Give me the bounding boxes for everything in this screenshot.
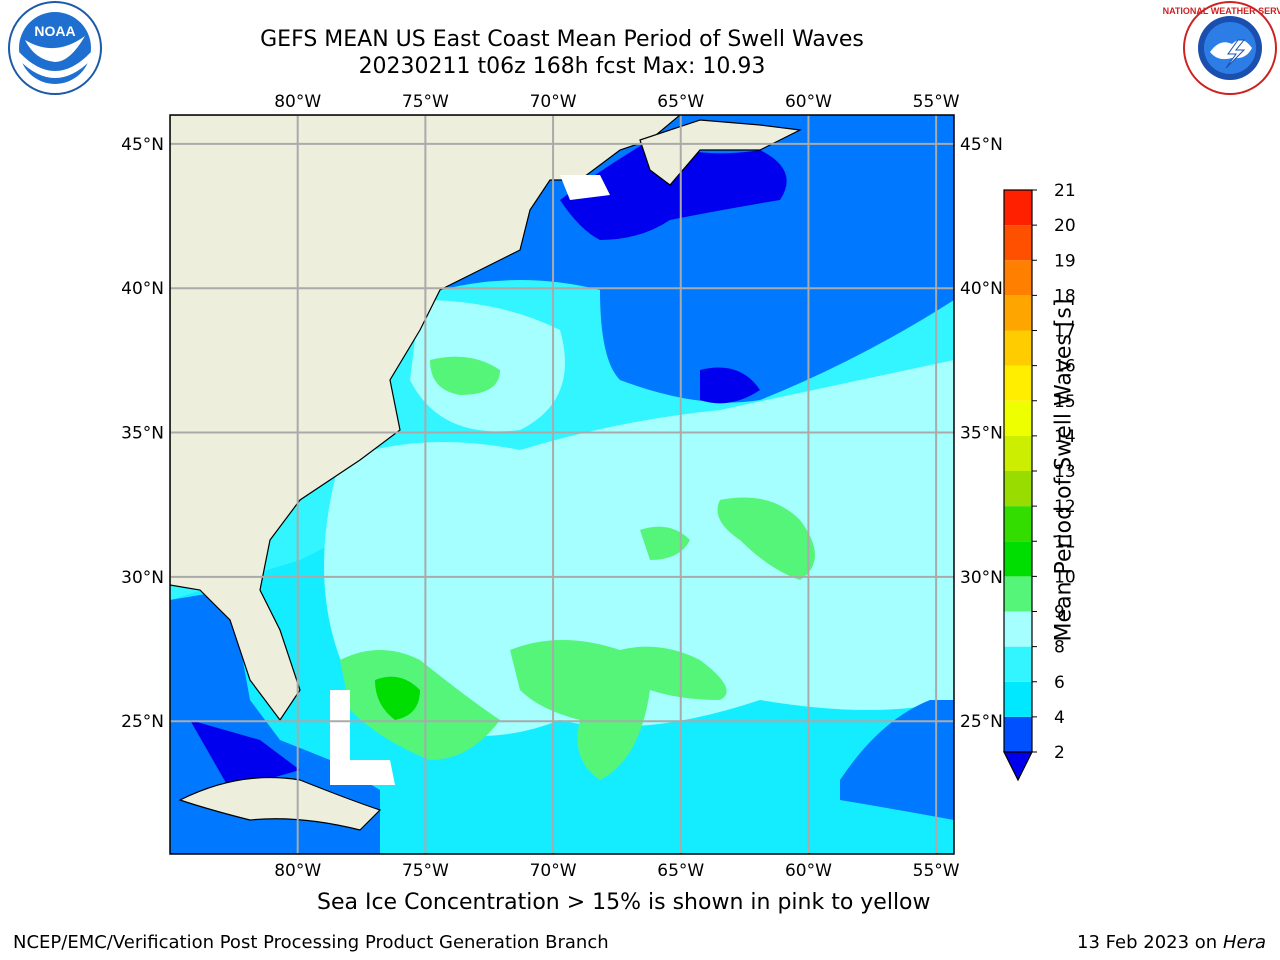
y-tick-label-right: 35°N	[960, 424, 1003, 444]
colorbar-tick-label: 19	[1054, 251, 1076, 271]
colorbar-tick-label: 4	[1054, 708, 1065, 728]
y-tick-label-left: 45°N	[121, 135, 164, 155]
y-tick-label-left: 25°N	[121, 712, 164, 732]
colorbar-label: Mean Period of Swell Waves [s]	[1051, 298, 1077, 642]
chart-subtitle: 20230211 t06z 168h fcst Max: 10.93	[358, 54, 766, 79]
y-tick-label-left: 40°N	[121, 279, 164, 299]
x-tick-label-top: 75°W	[402, 92, 449, 112]
x-tick-label-bottom: 55°W	[913, 861, 960, 881]
x-tick-label-bottom: 65°W	[657, 861, 704, 881]
region-lt2	[560, 140, 787, 240]
colorbar-segment	[1004, 646, 1032, 682]
footer-machine: Hera	[1222, 932, 1266, 953]
colorbar-segment	[1004, 681, 1032, 717]
x-tick-label-bottom: 70°W	[530, 861, 577, 881]
colorbar-segment	[1004, 435, 1032, 471]
x-tick-label-bottom: 75°W	[402, 861, 449, 881]
colorbar-segment	[1004, 716, 1032, 752]
x-tick-label-top: 65°W	[657, 92, 704, 112]
y-tick-label-left: 30°N	[121, 568, 164, 588]
colorbar-tick-label: 20	[1054, 216, 1076, 236]
colorbar-segment	[1004, 225, 1032, 261]
sea-ice-note: Sea Ice Concentration > 15% is shown in …	[317, 890, 931, 915]
x-tick-label-top: 55°W	[913, 92, 960, 112]
colorbar-tick-label: 6	[1054, 673, 1065, 693]
colorbar-tick-label: 12	[1054, 497, 1076, 517]
colorbar-tick-label: 11	[1054, 532, 1076, 552]
colorbar-tick-label: 8	[1054, 638, 1065, 658]
colorbar-segment	[1004, 365, 1032, 401]
y-tick-label-right: 30°N	[960, 568, 1003, 588]
map-frame	[169, 114, 955, 855]
footer-date-text: 13 Feb 2023 on	[1077, 932, 1218, 953]
colorbar: 2 4 6 8 9 10 11 12 13 14 15 16 17 18 19 20 21	[1003, 181, 1076, 782]
x-tick-label-bottom: 60°W	[785, 861, 832, 881]
colorbar-segment	[1004, 260, 1032, 296]
svg-text:NATIONAL WEATHER SERVICE: NATIONAL WEATHER SERVICE	[1163, 6, 1280, 16]
footer-date: 13 Feb 2023 on Hera	[1077, 932, 1266, 953]
y-tick-label-left: 35°N	[121, 424, 164, 444]
region-10-11	[375, 676, 420, 720]
svg-text:NOAA: NOAA	[34, 23, 75, 39]
colorbar-extend-min	[1003, 751, 1033, 782]
x-tick-label-top: 70°W	[530, 92, 577, 112]
grid-lines	[170, 115, 954, 854]
colorbar-segment	[1004, 400, 1032, 436]
colorbar-segment	[1004, 471, 1032, 507]
colorbar-tick-label: 21	[1054, 181, 1076, 201]
footer-credit: NCEP/EMC/Verification Post Processing Pr…	[13, 932, 609, 953]
nws-logo: NATIONAL WEATHER SERVICE	[1163, 1, 1280, 95]
colorbar-tick-label: 10	[1054, 567, 1076, 587]
x-tick-label-top: 60°W	[785, 92, 832, 112]
colorbar-segment	[1004, 295, 1032, 331]
x-tick-label-bottom: 80°W	[274, 861, 321, 881]
axis-ticks: 80°W 80°W 75°W 75°W 70°W 70°W 65°W 65°W 60°W 60°W…	[121, 92, 1003, 881]
y-tick-label-right: 40°N	[960, 279, 1003, 299]
colorbar-tick-label: 13	[1054, 462, 1076, 482]
chart-title: GEFS MEAN US East Coast Mean Period of S…	[260, 27, 864, 52]
colorbar-segment	[1004, 190, 1032, 226]
y-tick-label-right: 25°N	[960, 712, 1003, 732]
colorbar-segment	[1004, 330, 1032, 366]
x-tick-label-top: 80°W	[274, 92, 321, 112]
colorbar-segment	[1004, 611, 1032, 647]
map-plot-area	[170, 115, 954, 854]
noaa-logo: NOAA	[8, 1, 102, 95]
colorbar-tick-label: 18	[1054, 286, 1076, 306]
colorbar-tick-label: 16	[1054, 357, 1076, 377]
colorbar-tick-label: 14	[1054, 427, 1076, 447]
colorbar-segment	[1004, 576, 1032, 612]
region-9-10	[430, 356, 500, 395]
colorbar-segment	[1004, 506, 1032, 542]
y-tick-label-right: 45°N	[960, 135, 1003, 155]
region-8-9	[324, 360, 954, 736]
land-cuba	[178, 776, 382, 831]
colorbar-segment	[1004, 541, 1032, 577]
colorbar-tick-label: 15	[1054, 392, 1076, 412]
colorbar-tick-label: 2	[1054, 743, 1065, 763]
colorbar-tick-label: 9	[1054, 603, 1065, 623]
nodata-bahamas	[330, 690, 395, 785]
colorbar-tick-label: 17	[1054, 322, 1076, 342]
